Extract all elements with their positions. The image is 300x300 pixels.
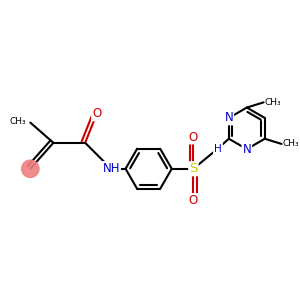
Text: O: O	[189, 130, 198, 143]
Text: NH: NH	[102, 162, 120, 175]
Text: NH: NH	[102, 162, 120, 175]
Text: O: O	[189, 194, 198, 207]
Text: H: H	[214, 144, 222, 154]
Text: S: S	[189, 162, 198, 175]
Text: H: H	[214, 144, 222, 154]
Circle shape	[22, 160, 39, 177]
Text: CH₃: CH₃	[9, 117, 26, 126]
Text: CH₃: CH₃	[283, 140, 300, 148]
Text: N: N	[242, 142, 251, 156]
Text: N: N	[224, 112, 233, 124]
Text: CH₃: CH₃	[265, 98, 282, 107]
Text: O: O	[92, 107, 101, 120]
